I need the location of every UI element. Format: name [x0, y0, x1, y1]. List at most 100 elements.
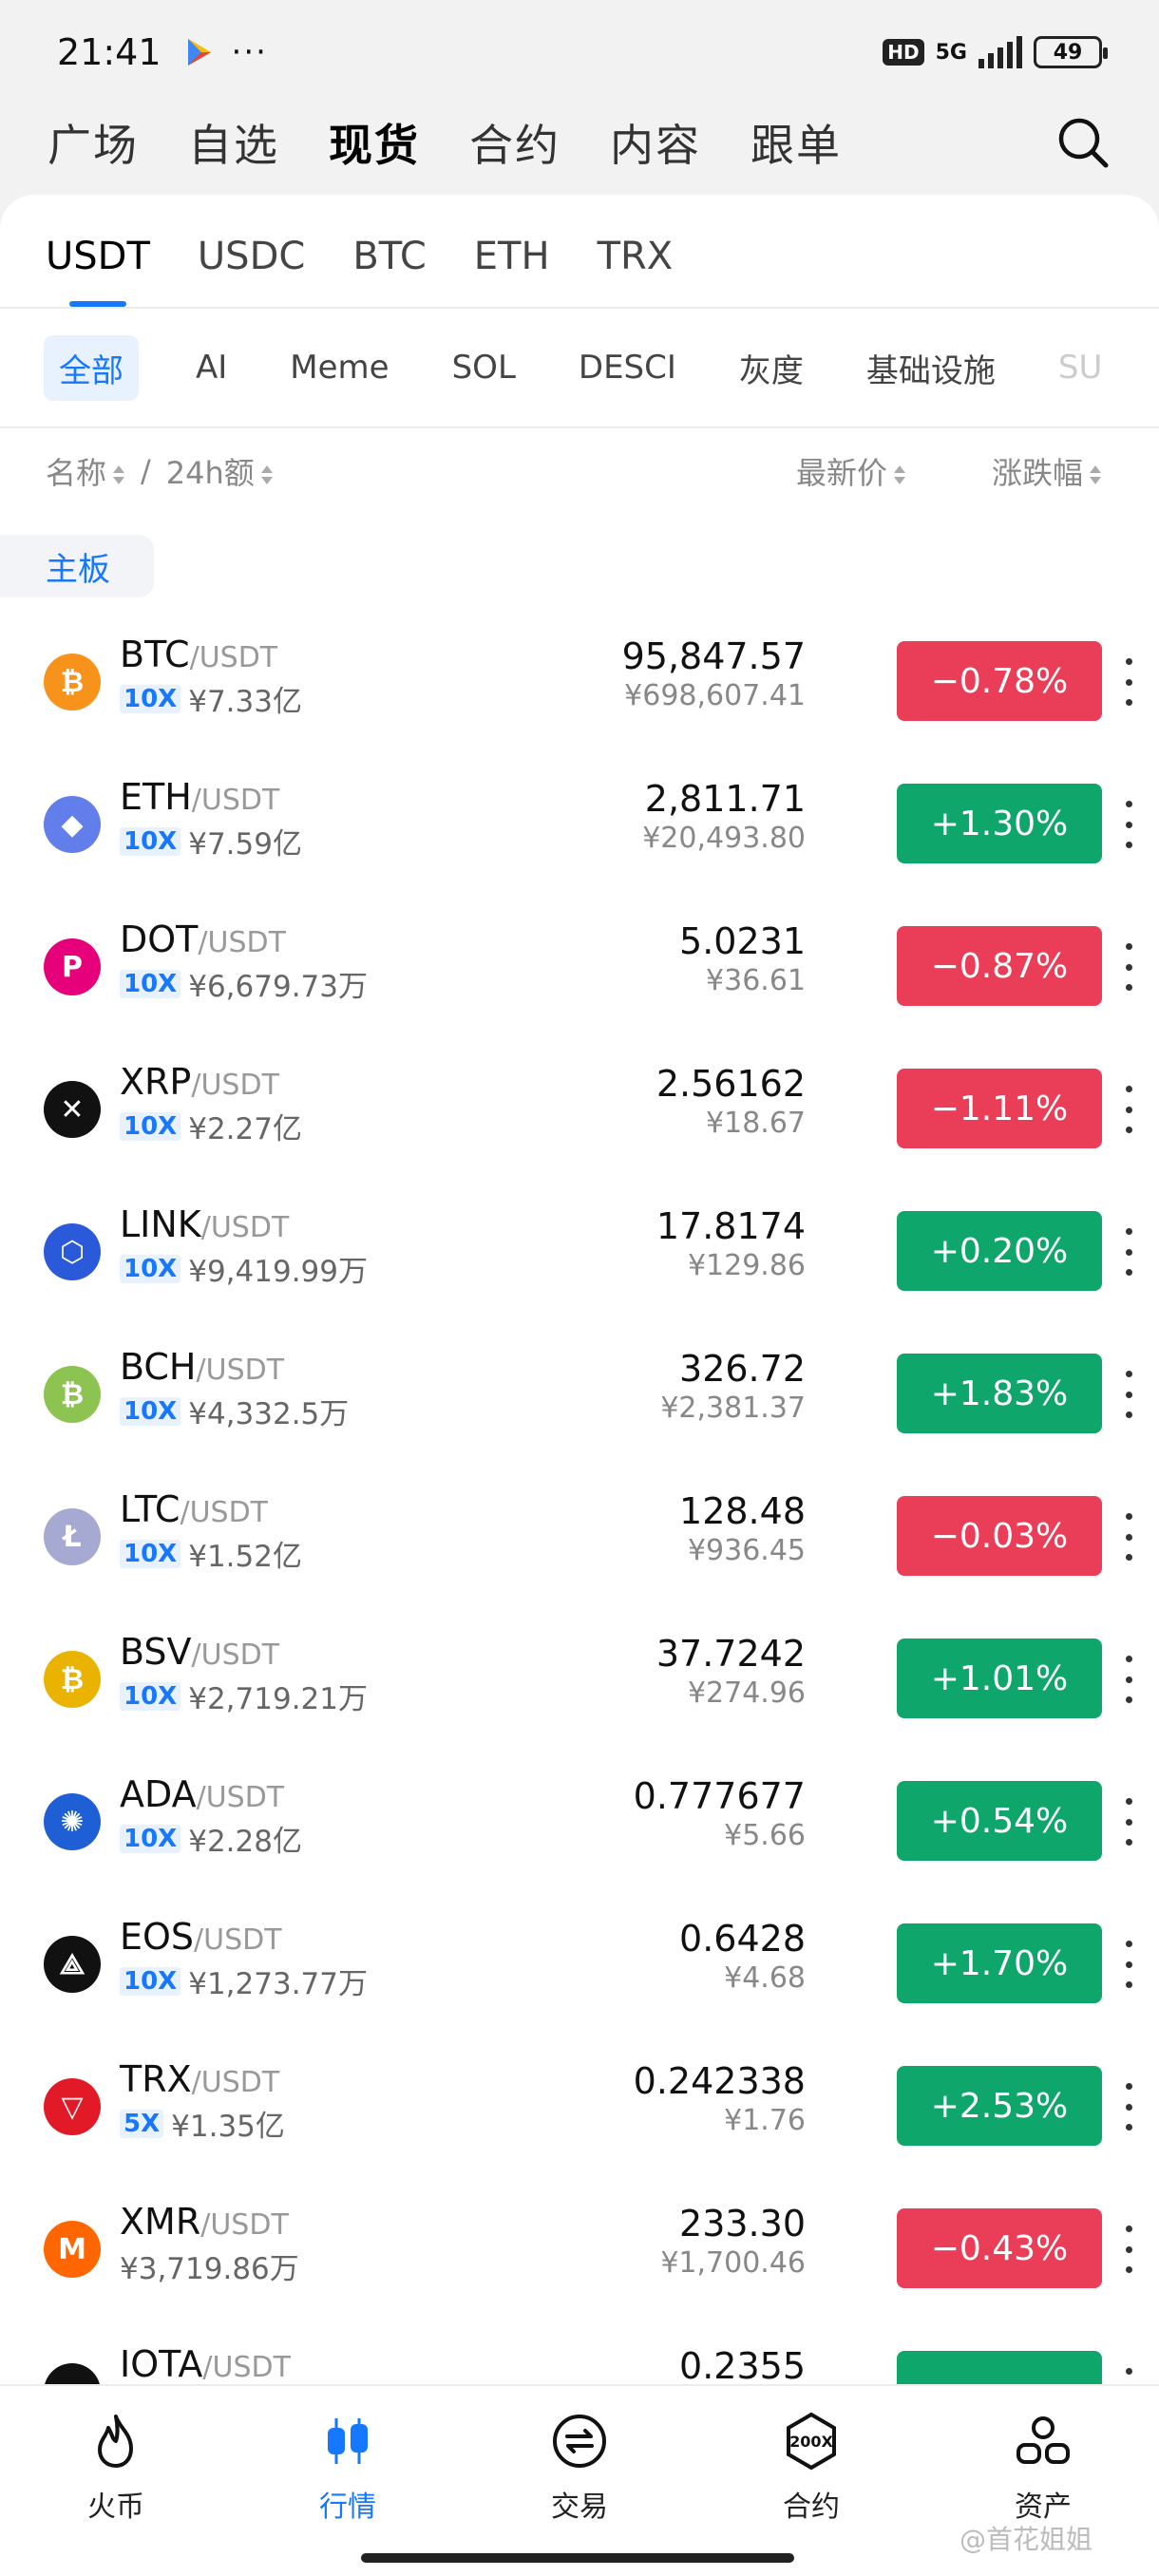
price-main: 95,847.57 — [621, 635, 806, 677]
coin-list: ₿ BTC /USDT 10X ¥7.33亿 95,847.57 ¥698,60… — [0, 611, 1159, 2384]
coin-row-eos[interactable]: ⟁ EOS /USDT 10X ¥1,273.77万 0.6428 ¥4.68 … — [0, 1893, 1159, 2036]
tab-usdt[interactable]: USDT — [46, 235, 150, 307]
more-vertical-icon[interactable] — [1121, 2083, 1136, 2131]
top-nav-content[interactable]: 内容 — [610, 120, 701, 171]
bottom-nav-label: 交易 — [551, 2491, 608, 2524]
price-main: 0.242338 — [633, 2060, 806, 2102]
change-pill[interactable]: −1.11% — [897, 1069, 1102, 1148]
coin-row-xmr[interactable]: M XMR /USDT ¥3,719.86万 233.30 ¥1,700.46 … — [0, 2178, 1159, 2320]
change-pill[interactable]: −0.03% — [897, 1496, 1102, 1576]
coin-logo-glyph: ⟁ — [59, 1947, 86, 1981]
more-vertical-icon[interactable] — [1121, 1656, 1136, 1703]
coin-volume: ¥9,419.99万 — [188, 1255, 369, 1289]
bottom-nav-futures[interactable]: 200X 合约 — [695, 2411, 927, 2576]
coin-logo-glyph: P — [62, 950, 83, 984]
coin-row-ltc[interactable]: Ł LTC /USDT 10X ¥1.52亿 128.48 ¥936.45 −0… — [0, 1466, 1159, 1608]
coin-quote: /USDT — [202, 2351, 291, 2384]
change-pill[interactable]: +1.70% — [897, 1923, 1102, 2003]
coin-info: ADA /USDT 10X ¥2.28亿 — [120, 1773, 302, 1860]
more-vertical-icon[interactable] — [1121, 1513, 1136, 1561]
sort-icon — [113, 465, 125, 484]
top-nav-spot[interactable]: 现货 — [329, 120, 420, 171]
home-indicator[interactable] — [361, 2553, 794, 2563]
more-vertical-icon[interactable] — [1121, 1086, 1136, 1133]
top-nav-futures[interactable]: 合约 — [469, 120, 560, 171]
change-pill[interactable]: +0.54% — [897, 1781, 1102, 1861]
more-vertical-icon[interactable] — [1121, 2368, 1136, 2384]
coin-row-trx[interactable]: ▽ TRX /USDT 5X ¥1.35亿 0.242338 ¥1.76 +2.… — [0, 2036, 1159, 2178]
top-nav-copytrade[interactable]: 跟单 — [750, 120, 842, 171]
change-pill[interactable]: −0.87% — [897, 926, 1102, 1006]
bottom-nav-trade[interactable]: 交易 — [464, 2411, 695, 2576]
coin-price: 2,811.71 ¥20,493.80 — [642, 778, 806, 855]
coin-quote: /USDT — [189, 641, 278, 674]
category-tabs: 全部 AI Meme SOL DESCI 灰度 基础设施 SU — [0, 309, 1159, 428]
more-vertical-icon[interactable] — [1121, 801, 1136, 848]
cat-tab-grayscale[interactable]: 灰度 — [738, 351, 804, 390]
coin-price: 128.48 ¥936.45 — [679, 1490, 806, 1567]
change-pill[interactable]: −0.78% — [897, 641, 1102, 721]
coin-info: XMR /USDT ¥3,719.86万 — [120, 2201, 299, 2287]
sort-name[interactable]: 名称 — [46, 449, 125, 493]
cat-tab-su[interactable]: SU — [1057, 349, 1103, 387]
svg-text:200X: 200X — [789, 2433, 833, 2451]
more-vertical-icon[interactable] — [1121, 2226, 1136, 2273]
top-nav-watchlist[interactable]: 自选 — [188, 120, 279, 171]
status-more-icon: ··· — [231, 33, 268, 71]
coin-price: 0.6428 ¥4.68 — [679, 1918, 806, 1995]
cat-tab-desci[interactable]: DESCI — [578, 349, 676, 387]
tab-btc[interactable]: BTC — [352, 235, 427, 278]
coin-row-dot[interactable]: P DOT /USDT 10X ¥6,679.73万 5.0231 ¥36.61… — [0, 896, 1159, 1038]
more-vertical-icon[interactable] — [1121, 1371, 1136, 1418]
price-cny: ¥5.66 — [724, 1819, 806, 1852]
top-nav-square[interactable]: 广场 — [48, 120, 139, 171]
search-icon[interactable] — [1054, 114, 1112, 171]
coin-row-eth[interactable]: ◆ ETH /USDT 10X ¥7.59亿 2,811.71 ¥20,493.… — [0, 753, 1159, 896]
change-pill[interactable] — [897, 2351, 1102, 2384]
change-pill[interactable]: +2.53% — [897, 2066, 1102, 2146]
sort-icon — [1090, 465, 1101, 484]
sort-price[interactable]: 最新价 — [796, 449, 906, 493]
cat-tab-meme[interactable]: Meme — [290, 349, 390, 387]
tab-usdc[interactable]: USDC — [197, 235, 306, 278]
cat-tab-all[interactable]: 全部 — [44, 334, 139, 401]
change-value: +0.20% — [930, 1231, 1069, 1271]
bottom-nav-home[interactable]: 火币 — [0, 2411, 232, 2576]
change-pill[interactable]: +0.20% — [897, 1211, 1102, 1291]
cat-tab-ai[interactable]: AI — [196, 349, 228, 387]
coin-symbol: TRX — [120, 2058, 192, 2100]
price-main: 17.8174 — [656, 1205, 806, 1247]
more-vertical-icon[interactable] — [1121, 1228, 1136, 1276]
hd-icon: HD — [883, 39, 924, 66]
more-vertical-icon[interactable] — [1121, 1798, 1136, 1846]
sort-volume[interactable]: 24h额 — [166, 449, 274, 493]
coin-quote: /USDT — [200, 2208, 289, 2242]
more-vertical-icon[interactable] — [1121, 943, 1136, 991]
cat-tab-sol[interactable]: SOL — [451, 349, 516, 387]
sort-change-label: 涨跌幅 — [991, 455, 1083, 491]
coin-row-xrp[interactable]: ✕ XRP /USDT 10X ¥2.27亿 2.56162 ¥18.67 −1… — [0, 1038, 1159, 1181]
sort-change[interactable]: 涨跌幅 — [992, 449, 1102, 493]
coin-row-btc[interactable]: ₿ BTC /USDT 10X ¥7.33亿 95,847.57 ¥698,60… — [0, 611, 1159, 753]
change-pill[interactable]: −0.43% — [897, 2208, 1102, 2288]
leverage-badge: 10X — [120, 684, 181, 713]
price-main: 37.7242 — [656, 1633, 806, 1675]
coin-row-link[interactable]: ⬡ LINK /USDT 10X ¥9,419.99万 17.8174 ¥129… — [0, 1181, 1159, 1323]
bottom-nav-assets[interactable]: 资产 — [927, 2411, 1159, 2576]
change-pill[interactable]: +1.30% — [897, 784, 1102, 863]
more-vertical-icon[interactable] — [1121, 1941, 1136, 1988]
coin-volume: ¥1.52亿 — [188, 1540, 302, 1574]
more-vertical-icon[interactable] — [1121, 658, 1136, 706]
tab-trx[interactable]: TRX — [597, 235, 674, 278]
change-pill[interactable]: +1.01% — [897, 1638, 1102, 1718]
tab-eth[interactable]: ETH — [473, 235, 550, 278]
coin-row-bsv[interactable]: ₿ BSV /USDT 10X ¥2,719.21万 37.7242 ¥274.… — [0, 1608, 1159, 1751]
coin-row-iota[interactable]: IOTA /USDT 0.2355 — [0, 2320, 1159, 2384]
coin-quote: /USDT — [191, 2066, 280, 2099]
cat-tab-infra[interactable]: 基础设施 — [865, 351, 996, 390]
coin-row-bch[interactable]: ₿ BCH /USDT 10X ¥4,332.5万 326.72 ¥2,381.… — [0, 1323, 1159, 1466]
bottom-nav-markets[interactable]: 行情 — [232, 2411, 464, 2576]
sort-icon — [893, 465, 905, 484]
coin-row-ada[interactable]: ✺ ADA /USDT 10X ¥2.28亿 0.777677 ¥5.66 +0… — [0, 1751, 1159, 1893]
change-pill[interactable]: +1.83% — [897, 1354, 1102, 1433]
